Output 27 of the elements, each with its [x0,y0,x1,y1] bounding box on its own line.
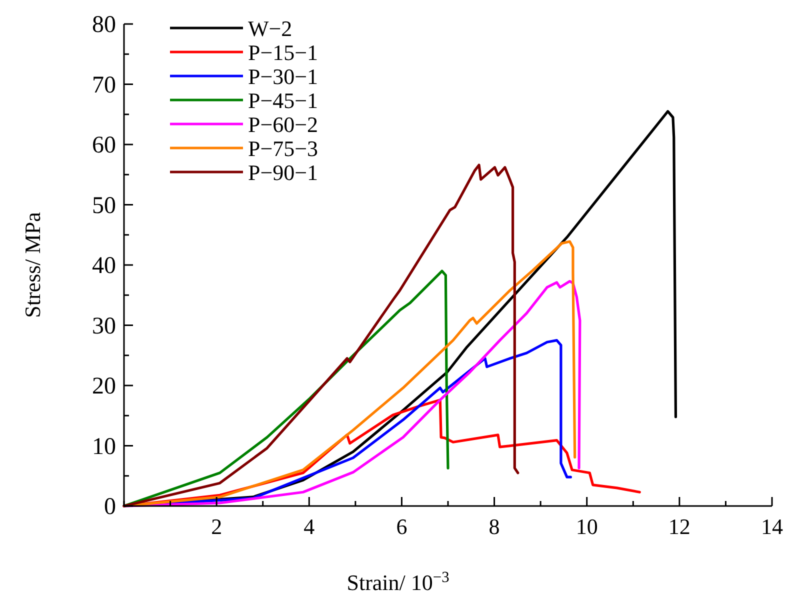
legend-label: P−60−2 [248,112,318,137]
x-axis-title: Strain/ 10$^{−3}$ [346,568,450,595]
y-tick-label: 20 [92,374,116,400]
x-tick-label: 14 [761,514,783,539]
legend-label: P−75−3 [248,136,318,161]
y-tick-label: 40 [92,253,116,279]
line-series [122,164,520,508]
x-tick-label: 12 [668,514,690,539]
y-tick-label: 60 [92,132,116,158]
legend-label: P−90−1 [248,160,318,185]
y-tick-label: 70 [92,72,116,98]
y-tick-label: 0 [104,494,116,520]
x-tick-label: 6 [396,514,408,539]
legend-label: W−2 [248,16,292,41]
x-tick-label: 8 [488,514,500,539]
y-tick-label: 10 [92,434,116,460]
y-tick-label: 80 [92,12,116,38]
legend-label: P−45−1 [248,88,318,113]
x-tick-label: 10 [576,514,598,539]
x-tick-label: 4 [304,514,315,539]
line-series [122,280,582,508]
x-tick-label: 2 [211,514,222,539]
legend-label: P−30−1 [248,64,318,89]
y-axis-title: Stress/ MPa [20,212,45,318]
legend-label: P−15−1 [248,40,318,65]
y-tick-label: 30 [92,313,116,340]
y-tick-label: 50 [92,192,116,219]
